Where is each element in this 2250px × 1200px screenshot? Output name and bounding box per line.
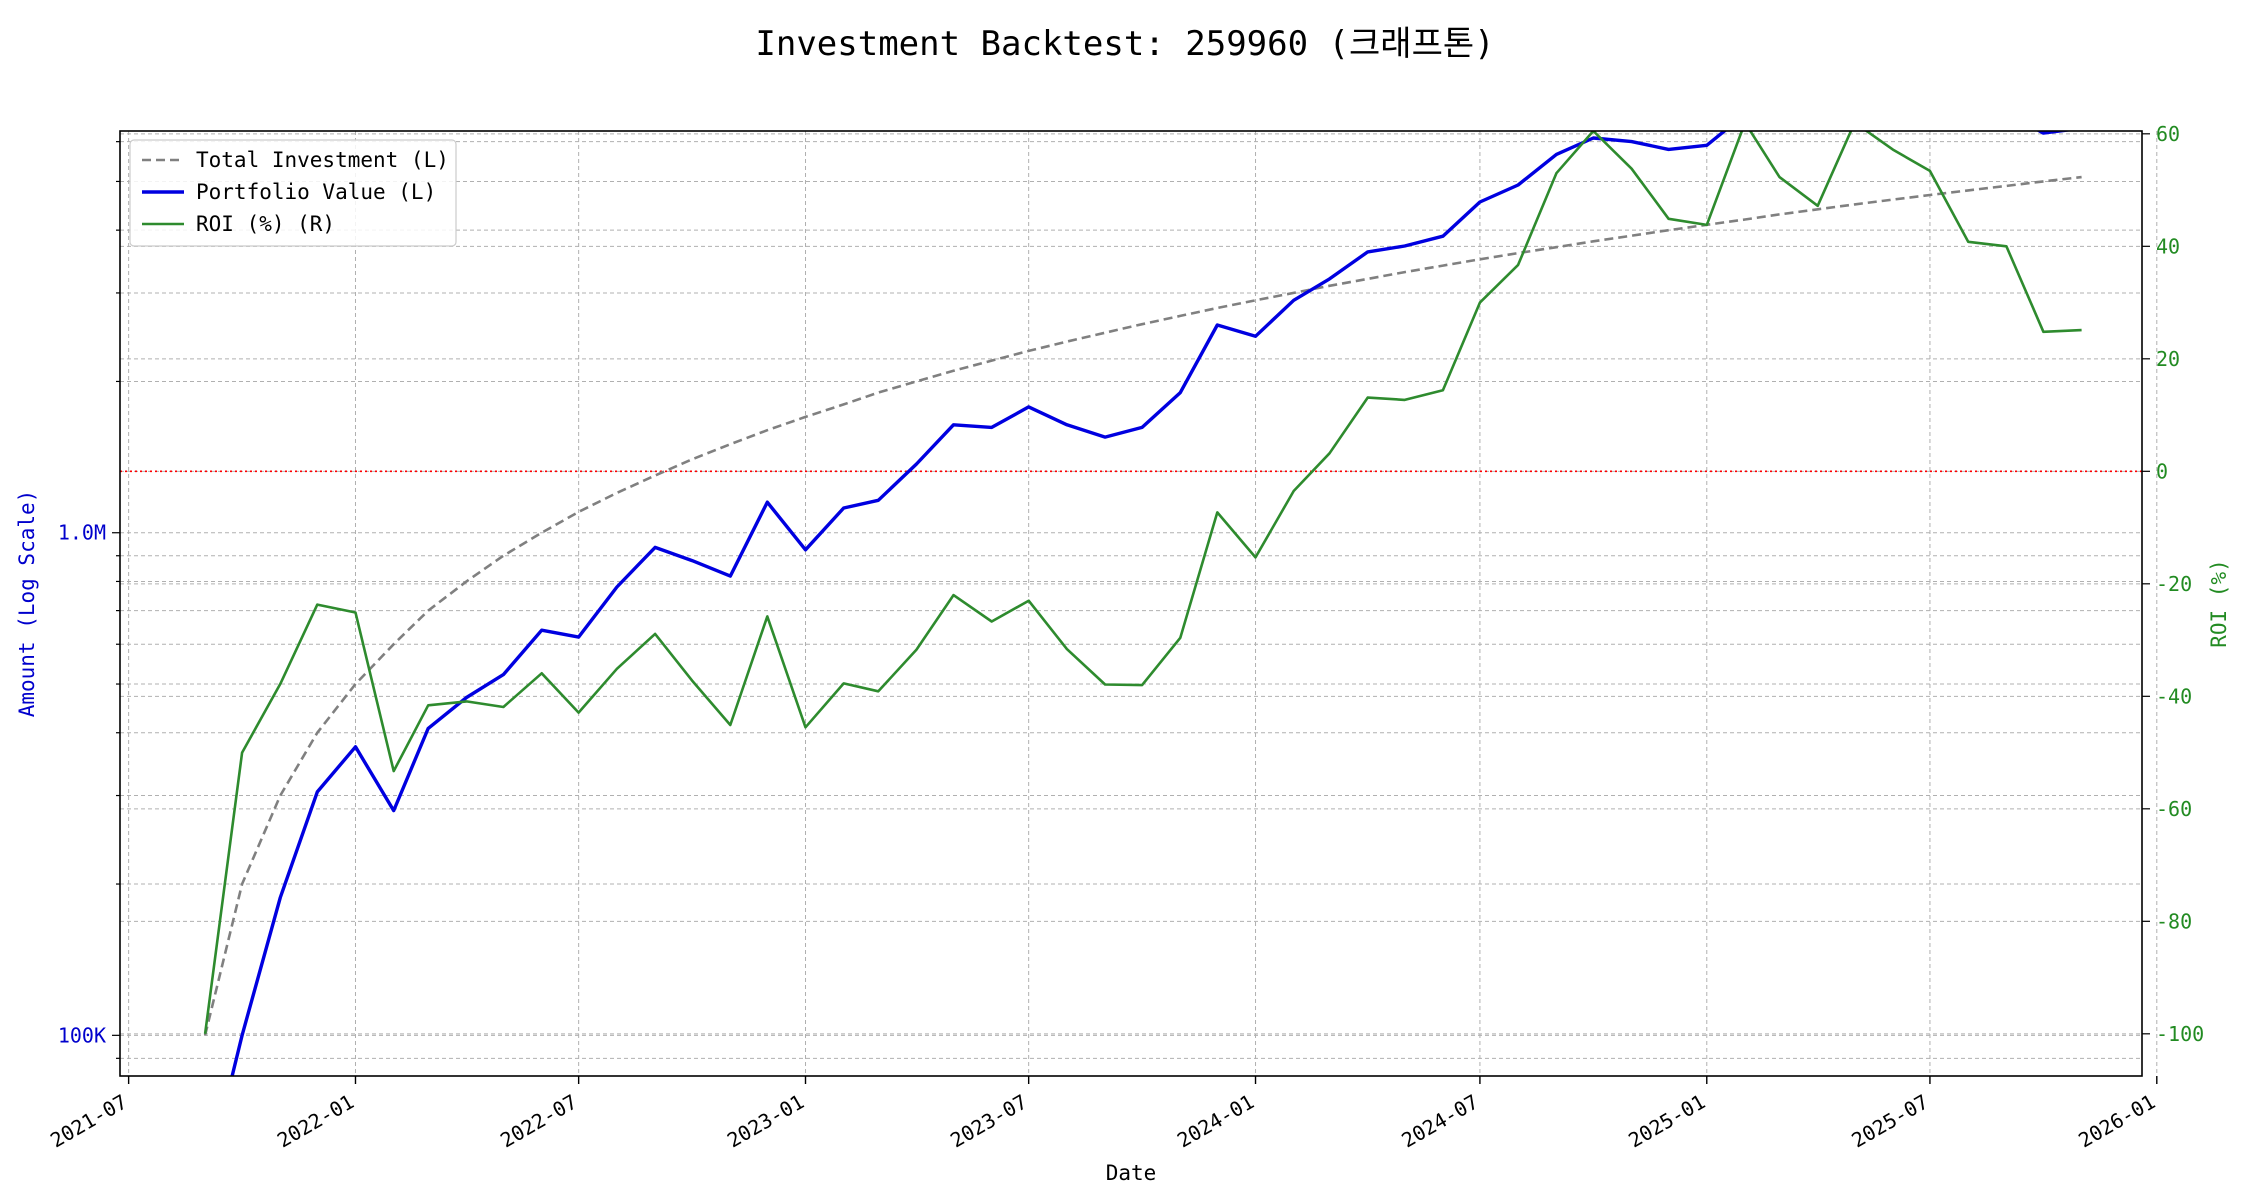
legend-entry-portfolio-value: Portfolio Value (L)	[196, 180, 436, 204]
x-tick-label: 2023-01	[723, 1090, 808, 1153]
y-right-tick-label: -20	[2156, 572, 2192, 596]
x-tick-label: 2022-07	[496, 1090, 581, 1153]
x-tick-label: 2025-07	[1847, 1090, 1932, 1153]
total-investment-line	[203, 175, 2082, 1036]
y-axis-right-label: ROI (%)	[2207, 559, 2231, 648]
series-group	[203, 131, 2082, 1076]
x-tick-label: 2024-07	[1397, 1090, 1482, 1153]
x-tick-label: 2021-07	[46, 1090, 131, 1153]
legend-entry-roi: ROI (%) (R)	[196, 212, 335, 236]
y-right-tick-label: -100	[2156, 1022, 2204, 1046]
y-right-tick-label: 40	[2156, 234, 2180, 258]
y-left-tick-label: 1.0M	[58, 521, 106, 545]
y-left-tick-label: 100K	[58, 1023, 106, 1047]
y-right-tick-label: -60	[2156, 797, 2192, 821]
x-tick-label: 2025-01	[1624, 1090, 1709, 1153]
y-right-tick-label: 0	[2156, 459, 2168, 483]
legend-entry-total-investment: Total Investment (L)	[196, 148, 449, 172]
legend: Total Investment (L) Portfolio Value (L) R…	[129, 139, 457, 247]
y-right-tick-label: 60	[2156, 122, 2180, 146]
x-tick-label: 2023-07	[946, 1090, 1031, 1153]
ticks: 2021-07 2022-01 2022-07 2023-01 2023-07 2024-…	[46, 122, 2204, 1153]
x-axis-label: Date	[1106, 1161, 1157, 1185]
plot-frame	[119, 130, 2143, 1077]
roi-line	[203, 131, 2082, 1034]
y-right-tick-label: 20	[2156, 347, 2180, 371]
y-right-tick-label: -80	[2156, 909, 2192, 933]
y-axis-left-label: Amount (Log Scale)	[15, 490, 39, 718]
legend-box	[129, 139, 457, 247]
y-right-tick-label: -40	[2156, 684, 2192, 708]
x-tick-label: 2026-01	[2074, 1090, 2159, 1153]
x-tick-label: 2022-01	[273, 1090, 358, 1153]
portfolio-value-line	[230, 131, 2074, 1076]
x-tick-label: 2024-01	[1173, 1090, 1258, 1153]
grid	[120, 131, 2158, 1076]
chart-title: Investment Backtest: 259960 (크래프톤)	[755, 24, 1495, 64]
